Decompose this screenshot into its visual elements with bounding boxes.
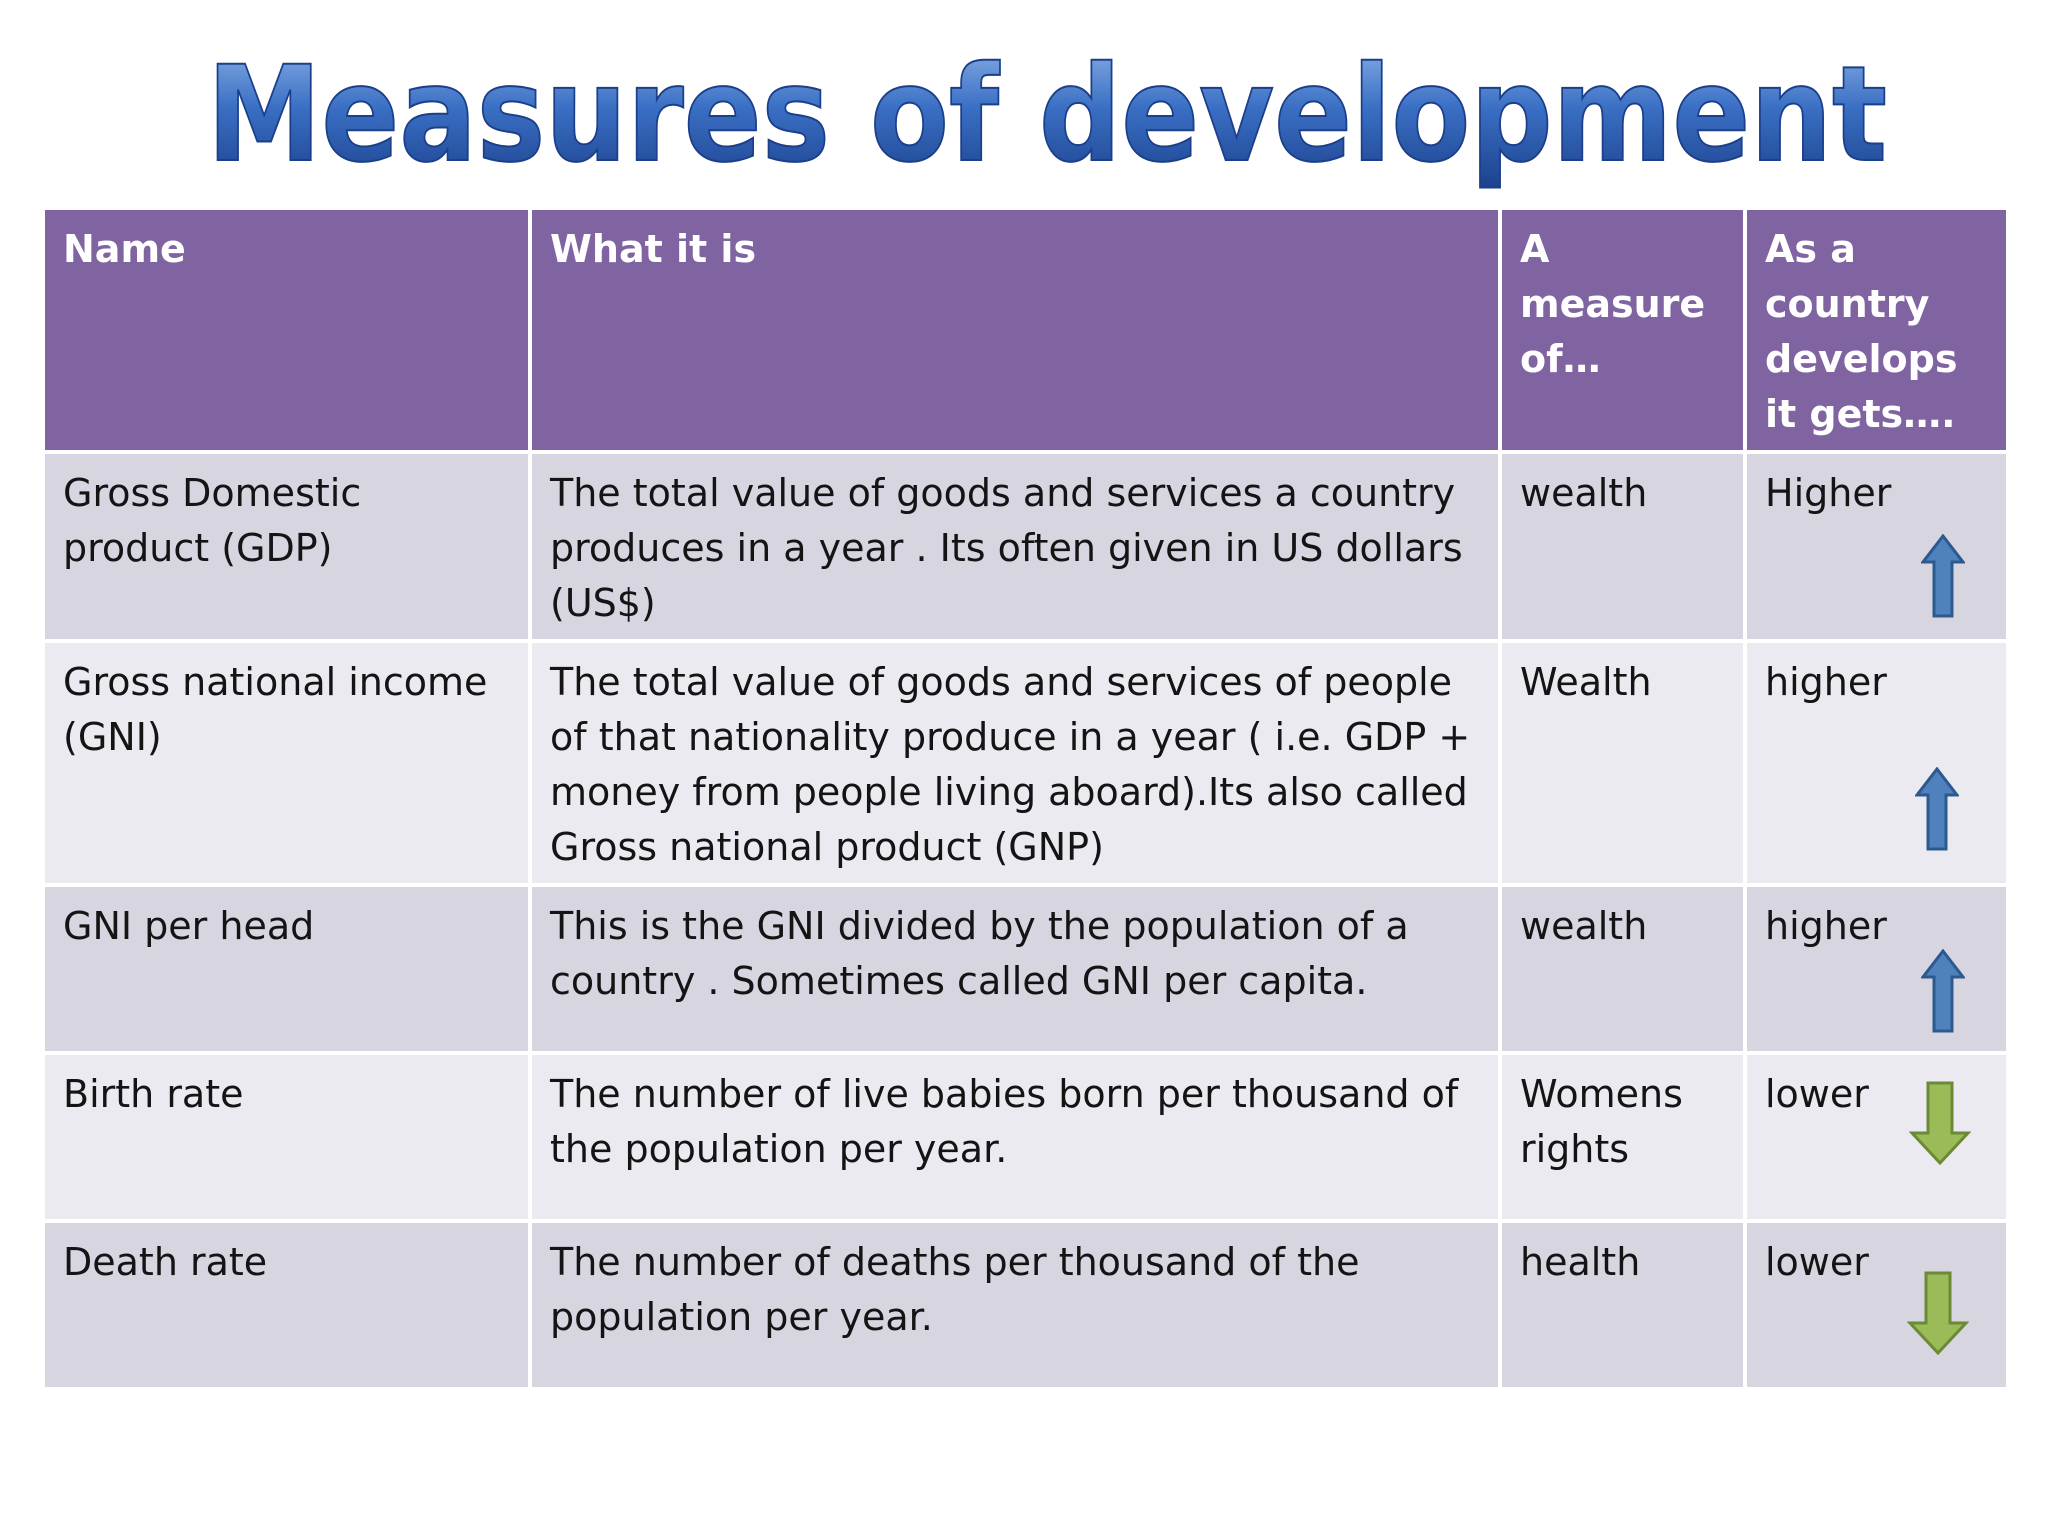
cell-name: GNI per head <box>41 883 532 1055</box>
cell-what: The total value of goods and services a … <box>528 450 1502 643</box>
table-header-row: Name What it is A measure of… As a count… <box>41 206 2010 454</box>
cell-name: Death rate <box>41 1219 532 1391</box>
cell-trend: higher <box>1743 639 2010 887</box>
cell-measure: wealth <box>1498 883 1747 1055</box>
arrow-up-icon <box>1921 949 1965 1033</box>
cell-trend-label: lower <box>1765 1072 1869 1116</box>
table-row: Gross Domestic product (GDP) The total v… <box>41 450 2010 643</box>
cell-measure: wealth <box>1498 450 1747 643</box>
arrow-down-icon <box>1909 1081 1971 1165</box>
header-name: Name <box>41 206 532 454</box>
cell-trend: lower <box>1743 1219 2010 1391</box>
measures-table: Name What it is A measure of… As a count… <box>41 206 2010 1391</box>
cell-measure: Wealth <box>1498 639 1747 887</box>
cell-what: This is the GNI divided by the populatio… <box>528 883 1502 1055</box>
cell-trend-label: higher <box>1765 904 1887 948</box>
slide-title: Measures of development <box>0 20 2048 200</box>
header-measure-of: A measure of… <box>1498 206 1747 454</box>
cell-trend: lower <box>1743 1051 2010 1223</box>
cell-trend-label: lower <box>1765 1240 1869 1284</box>
slide-title-text: Measures of development <box>207 38 1887 192</box>
cell-name: Gross Domestic product (GDP) <box>41 450 532 643</box>
arrow-up-icon <box>1915 767 1959 851</box>
cell-trend: higher <box>1743 883 2010 1055</box>
cell-what: The number of deaths per thousand of the… <box>528 1219 1502 1391</box>
cell-name: Birth rate <box>41 1051 532 1223</box>
header-what-it-is: What it is <box>528 206 1502 454</box>
cell-measure: Womens rights <box>1498 1051 1747 1223</box>
cell-trend: Higher <box>1743 450 2010 643</box>
cell-what: The number of live babies born per thous… <box>528 1051 1502 1223</box>
table-row: GNI per head This is the GNI divided by … <box>41 883 2010 1055</box>
cell-trend-label: Higher <box>1765 471 1892 515</box>
arrow-down-icon <box>1907 1271 1969 1355</box>
cell-trend-label: higher <box>1765 660 1887 704</box>
table-row: Gross national income (GNI) The total va… <box>41 639 2010 887</box>
arrow-up-icon <box>1921 534 1965 618</box>
cell-measure: health <box>1498 1219 1747 1391</box>
table-row: Death rate The number of deaths per thou… <box>41 1219 2010 1391</box>
cell-name: Gross national income (GNI) <box>41 639 532 887</box>
table-row: Birth rate The number of live babies bor… <box>41 1051 2010 1223</box>
header-trend: As a country develops it gets…. <box>1743 206 2010 454</box>
cell-what: The total value of goods and services of… <box>528 639 1502 887</box>
